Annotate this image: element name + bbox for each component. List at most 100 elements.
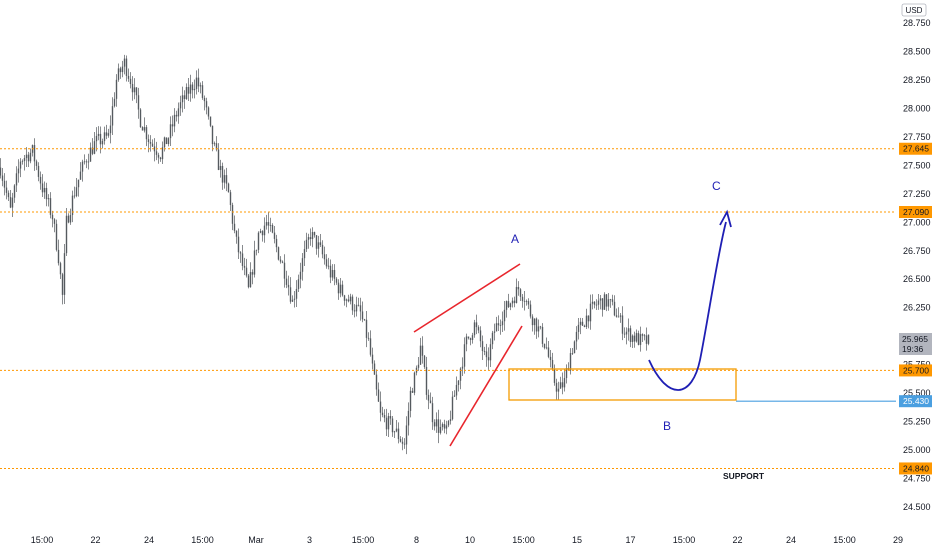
candle-body xyxy=(439,426,442,433)
candle-body xyxy=(449,419,452,422)
candle-body xyxy=(223,175,226,183)
candle-body xyxy=(379,401,382,413)
price-tick-1: 28.500 xyxy=(903,46,931,56)
candle-body xyxy=(609,299,612,301)
candle-body xyxy=(519,289,522,297)
candle-body xyxy=(217,149,220,170)
candle-body xyxy=(209,116,212,126)
level-badge-1 xyxy=(899,206,932,218)
horizontal-levels[interactable] xyxy=(0,148,896,469)
candle-body xyxy=(529,304,532,317)
candle-body xyxy=(127,75,130,79)
candle-body xyxy=(227,183,230,193)
candle-body xyxy=(207,107,210,117)
wedge-upper-line[interactable] xyxy=(413,263,521,333)
candle-body xyxy=(267,222,270,226)
candle-body xyxy=(203,97,206,102)
level-badge-2 xyxy=(899,364,932,377)
candle-body xyxy=(301,258,304,272)
price-axis[interactable] xyxy=(896,0,932,550)
candle-body xyxy=(39,176,42,184)
candle-body xyxy=(289,287,292,302)
candle-body xyxy=(355,304,358,312)
price-tick-6: 27.250 xyxy=(903,189,931,199)
candle-body xyxy=(573,341,576,354)
countdown-timer: 19:36 xyxy=(902,344,924,354)
candle-body xyxy=(57,249,60,264)
candle-body xyxy=(515,286,518,303)
candle-body xyxy=(407,410,410,426)
candle-body xyxy=(335,278,338,283)
candle-body xyxy=(197,77,200,87)
candle-body xyxy=(373,363,376,375)
candle-body xyxy=(595,304,598,306)
candle-body xyxy=(91,147,94,154)
candle-body xyxy=(99,133,102,145)
candle-body xyxy=(193,88,196,91)
candle-body xyxy=(107,133,110,136)
candle-body xyxy=(333,269,336,279)
candle-body xyxy=(257,232,260,250)
candle-body xyxy=(353,310,356,312)
candle-body xyxy=(487,357,490,361)
candle-body xyxy=(615,315,618,317)
candle-body xyxy=(369,338,372,355)
price-tick-12: 25.500 xyxy=(903,388,931,398)
time-tick-9: 15:00 xyxy=(512,535,535,545)
candle-body xyxy=(35,161,38,166)
candle-body xyxy=(361,311,364,320)
candle-body xyxy=(105,132,108,136)
time-tick-3: 15:00 xyxy=(191,535,214,545)
candle-body xyxy=(451,396,454,420)
price-level-badges: 27.645 27.090 25.700 25.430 24.840 xyxy=(899,142,932,475)
candle-body xyxy=(339,284,342,294)
price-tick-5: 27.500 xyxy=(903,160,931,170)
candle-body xyxy=(59,263,62,275)
candle-body xyxy=(195,77,198,89)
candle-body xyxy=(477,327,480,331)
candle-body xyxy=(541,326,544,344)
candle-body xyxy=(241,253,244,266)
candle-body xyxy=(445,425,448,429)
candle-body xyxy=(557,388,560,392)
candle-body xyxy=(205,101,208,108)
candle-body xyxy=(219,165,222,170)
candle-body xyxy=(457,380,460,385)
candle-body xyxy=(41,183,44,193)
candle-body xyxy=(61,274,64,295)
candle-body xyxy=(119,68,122,73)
candle-body xyxy=(341,284,344,296)
candle-body xyxy=(5,187,8,193)
candle-body xyxy=(67,215,70,223)
candle-body xyxy=(305,239,308,250)
wedge-lower-line[interactable] xyxy=(449,325,523,447)
candle-body xyxy=(645,335,648,344)
time-tick-10: 15 xyxy=(572,535,582,545)
candle-body xyxy=(51,214,54,220)
currency-badge[interactable] xyxy=(901,3,927,17)
candle-body xyxy=(329,265,332,278)
candle-body xyxy=(265,222,268,226)
candle-body xyxy=(497,323,500,326)
candle-body xyxy=(79,171,82,180)
candle-body xyxy=(563,378,566,388)
candle-body xyxy=(521,296,524,301)
candle-body xyxy=(421,345,424,356)
projection-curve[interactable] xyxy=(648,221,727,391)
candle-body xyxy=(577,324,580,332)
candle-body xyxy=(389,416,392,419)
candle-body xyxy=(185,87,188,100)
candle-body xyxy=(539,326,542,328)
candle-body xyxy=(81,161,84,172)
wave-label-c: C xyxy=(712,179,721,193)
candle-body xyxy=(631,335,634,342)
candle-body xyxy=(635,333,638,342)
price-tick-8: 26.750 xyxy=(903,246,931,256)
candle-body xyxy=(239,252,242,254)
support-zone-box[interactable] xyxy=(508,368,737,401)
candle-body xyxy=(447,421,450,426)
time-axis[interactable] xyxy=(0,530,896,550)
candle-body xyxy=(0,167,2,176)
